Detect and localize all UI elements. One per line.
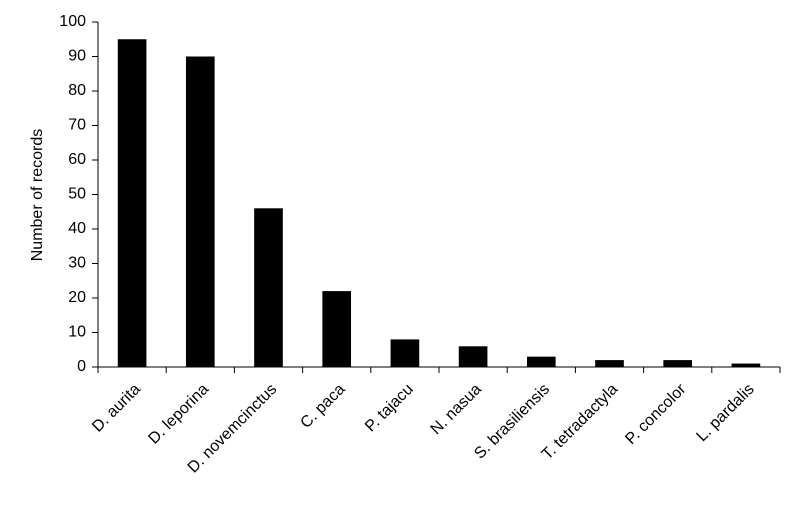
x-tick-label: D. aurita	[89, 381, 144, 436]
bar	[526, 356, 556, 367]
bar	[731, 363, 761, 367]
y-tick-label: 20	[68, 289, 86, 306]
bar	[458, 346, 488, 367]
bar	[322, 291, 352, 367]
x-tick-label: P. concolor	[622, 380, 690, 448]
y-tick-label: 100	[59, 13, 86, 30]
y-tick-label: 70	[68, 117, 86, 134]
x-tick-label: D. leporina	[145, 381, 212, 448]
x-tick-label: P. tajacu	[362, 381, 417, 436]
bar	[595, 360, 624, 367]
x-tick-label: N. nasua	[428, 381, 485, 438]
y-tick-label: 30	[68, 255, 86, 272]
y-tick-label: 10	[68, 324, 86, 341]
x-tick-label: L. pardalis	[693, 381, 757, 445]
y-tick-label: 60	[68, 151, 86, 168]
bar	[663, 360, 693, 367]
y-tick-label: 40	[68, 220, 86, 237]
y-tick-label: 80	[68, 82, 86, 99]
y-tick-label: 50	[68, 186, 86, 203]
y-tick-label: 90	[68, 48, 86, 65]
bar	[254, 208, 283, 367]
x-tick-label: C. paca	[298, 381, 349, 432]
y-tick-label: 0	[77, 358, 86, 375]
bar	[185, 56, 215, 367]
bar	[390, 339, 420, 367]
bar	[117, 39, 147, 367]
y-axis-label: Number of records	[29, 129, 46, 262]
